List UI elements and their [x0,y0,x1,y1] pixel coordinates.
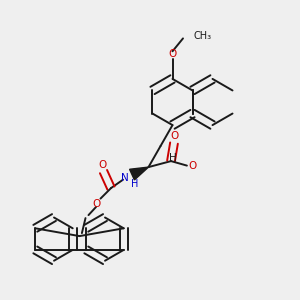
Text: O: O [170,131,179,142]
Text: O: O [189,161,197,171]
Polygon shape [130,167,148,180]
Text: H: H [169,153,176,164]
Text: O: O [92,199,101,209]
Text: O: O [168,49,177,59]
Text: H: H [131,179,139,190]
Text: CH₃: CH₃ [194,31,211,41]
Text: N: N [121,173,128,184]
Text: O: O [98,160,107,170]
